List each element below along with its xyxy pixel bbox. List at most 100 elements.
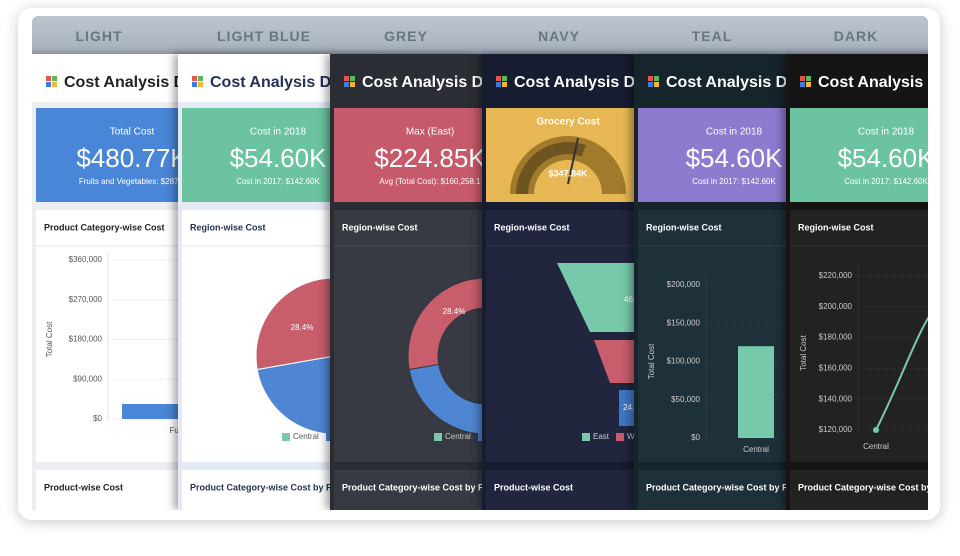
logo [648, 76, 653, 81]
chart-card: Region-wise Cost Total Cost $220,000 $200,0… [790, 210, 928, 462]
bottom-title: Product-wise Cost [44, 482, 123, 492]
legend-swatch [282, 433, 290, 441]
y-tick-label: $200,000 [819, 302, 853, 311]
card-bg [790, 210, 928, 462]
kpi-value: $54.60K [838, 143, 928, 173]
dashboard-title: Cost Analysis Da [514, 74, 644, 91]
kpi-value: $347.84K [548, 168, 588, 178]
bottom-card [790, 470, 928, 510]
kpi-sub: Cost in 2017: $142.60K [844, 177, 928, 186]
y-axis-label: Total Cost [799, 334, 808, 370]
logo [192, 82, 197, 87]
y-tick-label: $160,000 [819, 364, 853, 373]
y-tick-label: $140,000 [819, 394, 853, 403]
dashboard-title: Cost Analysis Da [818, 74, 928, 91]
theme-name[interactable]: NAVY [538, 28, 580, 44]
y-tick-label: $0 [93, 414, 102, 423]
stage-label: 46. [624, 295, 635, 304]
theme-name[interactable]: DARK [833, 28, 879, 44]
y-axis-label: Total Cost [647, 343, 656, 379]
bottom-title: Product Category-wise Cost by R [646, 482, 789, 492]
logo [192, 76, 197, 81]
dashboard-title: Cost Analysis Da [64, 74, 194, 91]
logo [52, 76, 57, 81]
y-tick-label: $120,000 [819, 425, 853, 434]
logo [344, 82, 349, 87]
theme-name[interactable]: TEAL [691, 28, 733, 44]
line [875, 316, 928, 431]
legend-label: East [593, 432, 610, 441]
logo [648, 82, 653, 87]
point [873, 427, 879, 433]
gauge-fill [516, 142, 586, 194]
y-tick-label: $0 [691, 433, 700, 442]
chart-title: Product Category-wise Cost [44, 222, 165, 232]
theme-name[interactable]: GREY [384, 28, 428, 44]
kpi-label: Cost in 2018 [858, 127, 915, 138]
y-tick-label: $270,000 [69, 295, 103, 304]
kpi-label: Total Cost [110, 127, 155, 138]
logo [344, 76, 349, 81]
logo [496, 82, 501, 87]
x-tick-label: Central [743, 445, 769, 454]
dashboard-title: Cost Analysis Da [362, 74, 492, 91]
slice-label: 28.4% [291, 323, 314, 332]
logo [198, 76, 203, 81]
logo [46, 82, 51, 87]
logo [502, 82, 507, 87]
dashboard-title: Cost Analysis Da [210, 74, 340, 91]
bottom-title: Product Category-wise Cost by R [190, 482, 333, 492]
legend-swatch [582, 433, 590, 441]
chart-title: Region-wise Cost [342, 222, 418, 232]
theme-header: LIGHT LIGHT BLUE GREY NAVY TEAL DARK [32, 16, 928, 54]
y-tick-label: $180,000 [69, 335, 103, 344]
logo [806, 82, 811, 87]
bottom-title: Product-wise Cost [494, 482, 573, 492]
kpi-label: Grocery Cost [536, 117, 600, 128]
theme-name[interactable]: LIGHT [75, 28, 123, 44]
y-tick-label: $50,000 [671, 395, 700, 404]
bottom-title: Product Category-wise Cost by [798, 482, 928, 492]
legend-label: W [627, 432, 635, 441]
legend-swatch [616, 433, 624, 441]
kpi-label: Cost in 2018 [250, 127, 307, 138]
y-tick-label: $90,000 [73, 374, 102, 383]
kpi-label: Cost in 2018 [706, 127, 763, 138]
y-tick-label: $200,000 [667, 280, 701, 289]
chart-title: Region-wise Cost [494, 222, 570, 232]
chart-title: Region-wise Cost [190, 222, 266, 232]
logo [654, 82, 659, 87]
logo [654, 76, 659, 81]
legend-swatch [434, 433, 442, 441]
logo [350, 82, 355, 87]
kpi-sub: Fruits and Vegetables: $287.1 [79, 177, 186, 186]
gauge-needle [567, 137, 579, 185]
logo [800, 82, 805, 87]
theme-gallery: LIGHT LIGHT BLUE GREY NAVY TEAL DARK Cost Anal… [32, 16, 928, 510]
kpi-value: $480.77K [76, 143, 188, 173]
kpi-value: $54.60K [230, 143, 328, 173]
chart-title: Region-wise Cost [646, 222, 722, 232]
logo [496, 76, 501, 81]
bottom-title: Product Category-wise Cost by R [342, 482, 485, 492]
logo [46, 76, 51, 81]
y-axis-label: Total Cost [45, 321, 54, 357]
kpi-sub: Avg (Total Cost): $160,258.1 [379, 177, 481, 186]
legend-label: Central [445, 432, 471, 441]
panel-canvas: Cost Analysis Da Cost in 2018 $54.60K Cost … [786, 54, 928, 510]
kpi-label: Max (East) [406, 127, 454, 138]
kpi-card [790, 108, 928, 202]
chart-title: Region-wise Cost [798, 222, 874, 232]
gauge-track [510, 136, 626, 194]
y-tick-label: $180,000 [819, 333, 853, 342]
theme-name[interactable]: LIGHT BLUE [217, 28, 311, 44]
y-tick-label: $100,000 [667, 357, 701, 366]
dashboard-title: Cost Analysis Da [666, 74, 796, 91]
slice-label: 28.4% [443, 307, 466, 316]
logo [350, 76, 355, 81]
logo [52, 82, 57, 87]
bar [738, 346, 774, 438]
slice [255, 277, 338, 371]
logo [806, 76, 811, 81]
stage-label: 24. [623, 403, 634, 412]
